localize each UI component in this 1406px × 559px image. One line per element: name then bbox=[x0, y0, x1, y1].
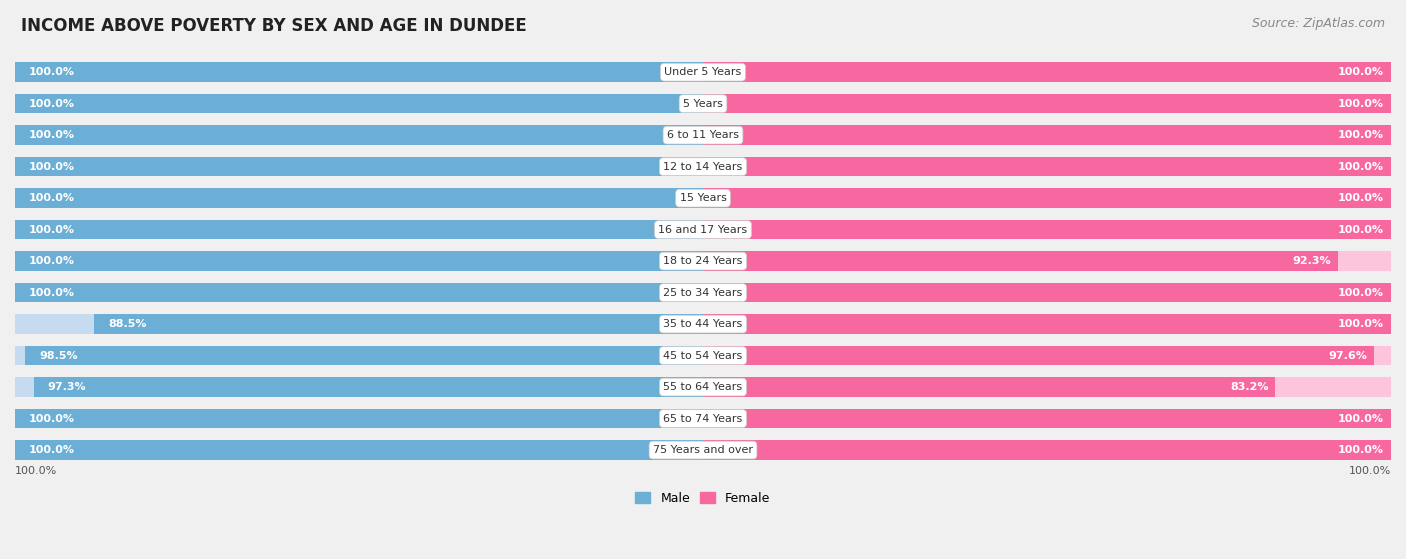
Bar bbox=[703, 377, 1391, 397]
Text: 100.0%: 100.0% bbox=[1348, 466, 1391, 476]
Bar bbox=[703, 346, 1391, 366]
Bar bbox=[15, 377, 703, 397]
Text: 97.6%: 97.6% bbox=[1329, 350, 1368, 361]
Bar bbox=[703, 157, 1391, 177]
Text: 100.0%: 100.0% bbox=[28, 445, 75, 455]
Bar bbox=[15, 94, 703, 113]
Bar bbox=[15, 188, 703, 208]
Text: 100.0%: 100.0% bbox=[28, 67, 75, 77]
Bar bbox=[15, 409, 703, 428]
Bar bbox=[34, 377, 703, 397]
Text: 100.0%: 100.0% bbox=[1339, 67, 1384, 77]
Bar bbox=[703, 252, 1339, 271]
Bar bbox=[703, 63, 1391, 82]
Text: 18 to 24 Years: 18 to 24 Years bbox=[664, 256, 742, 266]
Text: 100.0%: 100.0% bbox=[28, 414, 75, 424]
Bar bbox=[703, 440, 1391, 460]
Text: 75 Years and over: 75 Years and over bbox=[652, 445, 754, 455]
Bar bbox=[15, 125, 703, 145]
Text: 98.5%: 98.5% bbox=[39, 350, 77, 361]
Bar bbox=[15, 283, 703, 302]
Text: INCOME ABOVE POVERTY BY SEX AND AGE IN DUNDEE: INCOME ABOVE POVERTY BY SEX AND AGE IN D… bbox=[21, 17, 527, 35]
Text: 92.3%: 92.3% bbox=[1292, 256, 1331, 266]
Text: 100.0%: 100.0% bbox=[1339, 130, 1384, 140]
Bar bbox=[15, 125, 703, 145]
Text: Under 5 Years: Under 5 Years bbox=[665, 67, 741, 77]
Text: 100.0%: 100.0% bbox=[1339, 225, 1384, 235]
Bar bbox=[703, 346, 1375, 366]
Bar bbox=[15, 220, 703, 239]
Text: 100.0%: 100.0% bbox=[1339, 445, 1384, 455]
Bar bbox=[703, 409, 1391, 428]
Text: 100.0%: 100.0% bbox=[28, 256, 75, 266]
Text: Source: ZipAtlas.com: Source: ZipAtlas.com bbox=[1251, 17, 1385, 30]
Text: 100.0%: 100.0% bbox=[1339, 98, 1384, 108]
Bar bbox=[94, 314, 703, 334]
Text: 100.0%: 100.0% bbox=[28, 193, 75, 203]
Legend: Male, Female: Male, Female bbox=[630, 487, 776, 510]
Text: 100.0%: 100.0% bbox=[28, 287, 75, 297]
Bar bbox=[15, 440, 703, 460]
Text: 83.2%: 83.2% bbox=[1230, 382, 1268, 392]
Text: 12 to 14 Years: 12 to 14 Years bbox=[664, 162, 742, 172]
Bar bbox=[703, 220, 1391, 239]
Text: 45 to 54 Years: 45 to 54 Years bbox=[664, 350, 742, 361]
Text: 100.0%: 100.0% bbox=[1339, 414, 1384, 424]
Bar bbox=[703, 63, 1391, 82]
Text: 100.0%: 100.0% bbox=[15, 466, 58, 476]
Bar bbox=[15, 283, 703, 302]
Bar bbox=[15, 252, 703, 271]
Bar bbox=[703, 188, 1391, 208]
Text: 100.0%: 100.0% bbox=[28, 225, 75, 235]
Text: 100.0%: 100.0% bbox=[28, 98, 75, 108]
Text: 100.0%: 100.0% bbox=[1339, 162, 1384, 172]
Bar bbox=[703, 252, 1391, 271]
Text: 100.0%: 100.0% bbox=[28, 162, 75, 172]
Bar bbox=[15, 252, 703, 271]
Bar bbox=[703, 314, 1391, 334]
Bar bbox=[15, 188, 703, 208]
Text: 35 to 44 Years: 35 to 44 Years bbox=[664, 319, 742, 329]
Bar bbox=[15, 157, 703, 177]
Bar bbox=[15, 63, 703, 82]
Bar bbox=[25, 346, 703, 366]
Bar bbox=[703, 94, 1391, 113]
Bar bbox=[703, 283, 1391, 302]
Bar bbox=[703, 94, 1391, 113]
Text: 25 to 34 Years: 25 to 34 Years bbox=[664, 287, 742, 297]
Bar bbox=[703, 125, 1391, 145]
Bar bbox=[703, 377, 1275, 397]
Bar bbox=[703, 314, 1391, 334]
Bar bbox=[15, 409, 703, 428]
Bar bbox=[703, 188, 1391, 208]
Text: 100.0%: 100.0% bbox=[28, 130, 75, 140]
Bar bbox=[15, 63, 703, 82]
Text: 97.3%: 97.3% bbox=[48, 382, 86, 392]
Bar bbox=[703, 409, 1391, 428]
Text: 16 and 17 Years: 16 and 17 Years bbox=[658, 225, 748, 235]
Bar bbox=[703, 220, 1391, 239]
Bar bbox=[15, 346, 703, 366]
Bar bbox=[703, 283, 1391, 302]
Bar bbox=[15, 314, 703, 334]
Text: 15 Years: 15 Years bbox=[679, 193, 727, 203]
Text: 65 to 74 Years: 65 to 74 Years bbox=[664, 414, 742, 424]
Bar bbox=[15, 220, 703, 239]
Bar bbox=[703, 157, 1391, 177]
Bar bbox=[703, 125, 1391, 145]
Text: 88.5%: 88.5% bbox=[108, 319, 146, 329]
Text: 100.0%: 100.0% bbox=[1339, 319, 1384, 329]
Bar bbox=[703, 440, 1391, 460]
Text: 100.0%: 100.0% bbox=[1339, 287, 1384, 297]
Text: 5 Years: 5 Years bbox=[683, 98, 723, 108]
Text: 55 to 64 Years: 55 to 64 Years bbox=[664, 382, 742, 392]
Bar bbox=[15, 157, 703, 177]
Text: 6 to 11 Years: 6 to 11 Years bbox=[666, 130, 740, 140]
Text: 100.0%: 100.0% bbox=[1339, 193, 1384, 203]
Bar bbox=[15, 94, 703, 113]
Bar bbox=[15, 440, 703, 460]
